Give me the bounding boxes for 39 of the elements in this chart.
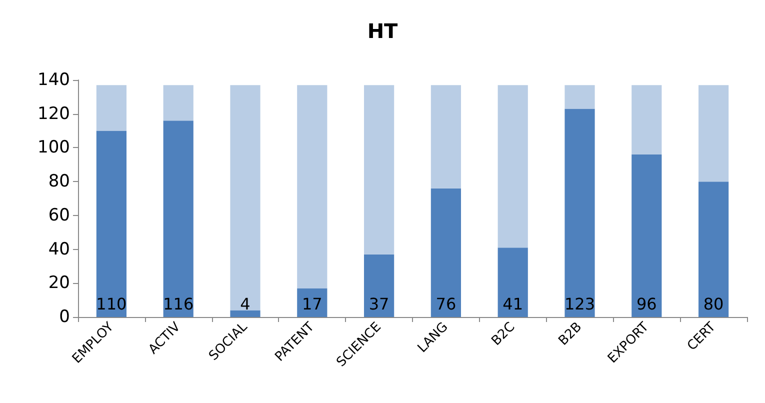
data-label: 37 [368, 294, 390, 314]
bar [430, 188, 462, 317]
bar [230, 310, 260, 317]
data-label: 123 [564, 294, 596, 314]
bar [632, 85, 662, 154]
data-label: 41 [502, 294, 524, 314]
bar [297, 288, 328, 317]
bar [297, 85, 328, 288]
data-label: 4 [240, 294, 250, 314]
y-tick-label: 60 [48, 205, 70, 226]
bar [96, 85, 127, 131]
bar [163, 120, 194, 317]
y-tick-label: 120 [38, 104, 70, 124]
data-label: 17 [302, 294, 322, 314]
bar [364, 254, 394, 317]
bar [698, 182, 729, 317]
y-tick-label: 20 [48, 273, 70, 294]
bar [564, 85, 595, 109]
y-tick-label: 100 [38, 138, 70, 158]
y-tick-label: 140 [38, 70, 70, 90]
y-tick-label: 0 [59, 307, 70, 327]
bar [96, 130, 127, 317]
bar [364, 85, 394, 254]
data-label: 110 [96, 294, 127, 314]
bar [498, 85, 528, 248]
bar [564, 108, 595, 317]
y-tick-label: 40 [48, 239, 70, 260]
bar [230, 85, 260, 310]
y-tick-label: 80 [48, 172, 70, 192]
data-label: 96 [636, 294, 657, 314]
data-label: 116 [163, 294, 194, 314]
bar [430, 85, 462, 188]
bar [698, 85, 729, 182]
chart-title: HT [367, 19, 398, 43]
bar [632, 154, 662, 317]
data-label: 80 [703, 294, 724, 314]
bar [498, 248, 528, 317]
data-label: 76 [436, 294, 456, 314]
bar [163, 85, 194, 121]
